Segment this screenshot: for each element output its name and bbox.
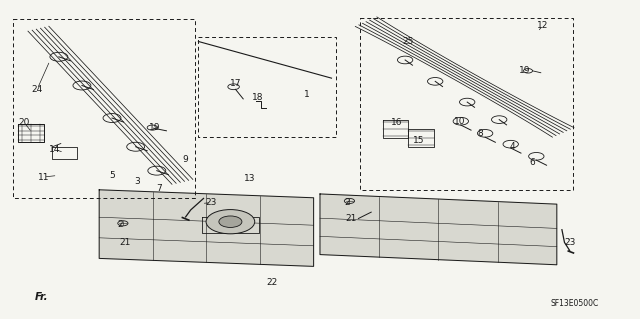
Text: 2: 2 xyxy=(344,198,349,207)
Text: 15: 15 xyxy=(413,136,425,145)
Text: 3: 3 xyxy=(135,177,140,186)
Text: 23: 23 xyxy=(564,238,575,247)
Text: 20: 20 xyxy=(19,118,30,127)
Text: Fr.: Fr. xyxy=(35,292,49,302)
Text: 6: 6 xyxy=(530,158,535,167)
Text: SF13E0500C: SF13E0500C xyxy=(550,299,598,308)
Text: 14: 14 xyxy=(49,145,60,154)
Text: 23: 23 xyxy=(205,198,217,207)
Text: 12: 12 xyxy=(537,21,548,30)
Text: 1: 1 xyxy=(305,90,310,99)
Text: 21: 21 xyxy=(119,238,131,247)
Text: 11: 11 xyxy=(38,173,49,182)
Polygon shape xyxy=(99,190,314,266)
Text: 19: 19 xyxy=(149,123,161,132)
Text: 18: 18 xyxy=(252,93,263,102)
Text: 17: 17 xyxy=(230,79,241,88)
Text: 25: 25 xyxy=(403,37,414,46)
Text: 5: 5 xyxy=(109,171,115,180)
Text: 16: 16 xyxy=(391,118,403,127)
Text: 8: 8 xyxy=(477,130,483,138)
Circle shape xyxy=(206,210,255,234)
Text: 9: 9 xyxy=(183,155,188,164)
Polygon shape xyxy=(320,194,557,265)
Text: 22: 22 xyxy=(266,278,278,287)
Text: 19: 19 xyxy=(519,66,531,75)
Text: 2: 2 xyxy=(118,220,123,229)
Text: 4: 4 xyxy=(509,142,515,151)
Text: 7: 7 xyxy=(156,184,161,193)
Circle shape xyxy=(219,216,242,227)
Text: 10: 10 xyxy=(454,117,465,126)
Text: 21: 21 xyxy=(345,214,356,223)
Text: 13: 13 xyxy=(244,174,255,183)
Text: 24: 24 xyxy=(31,85,43,94)
